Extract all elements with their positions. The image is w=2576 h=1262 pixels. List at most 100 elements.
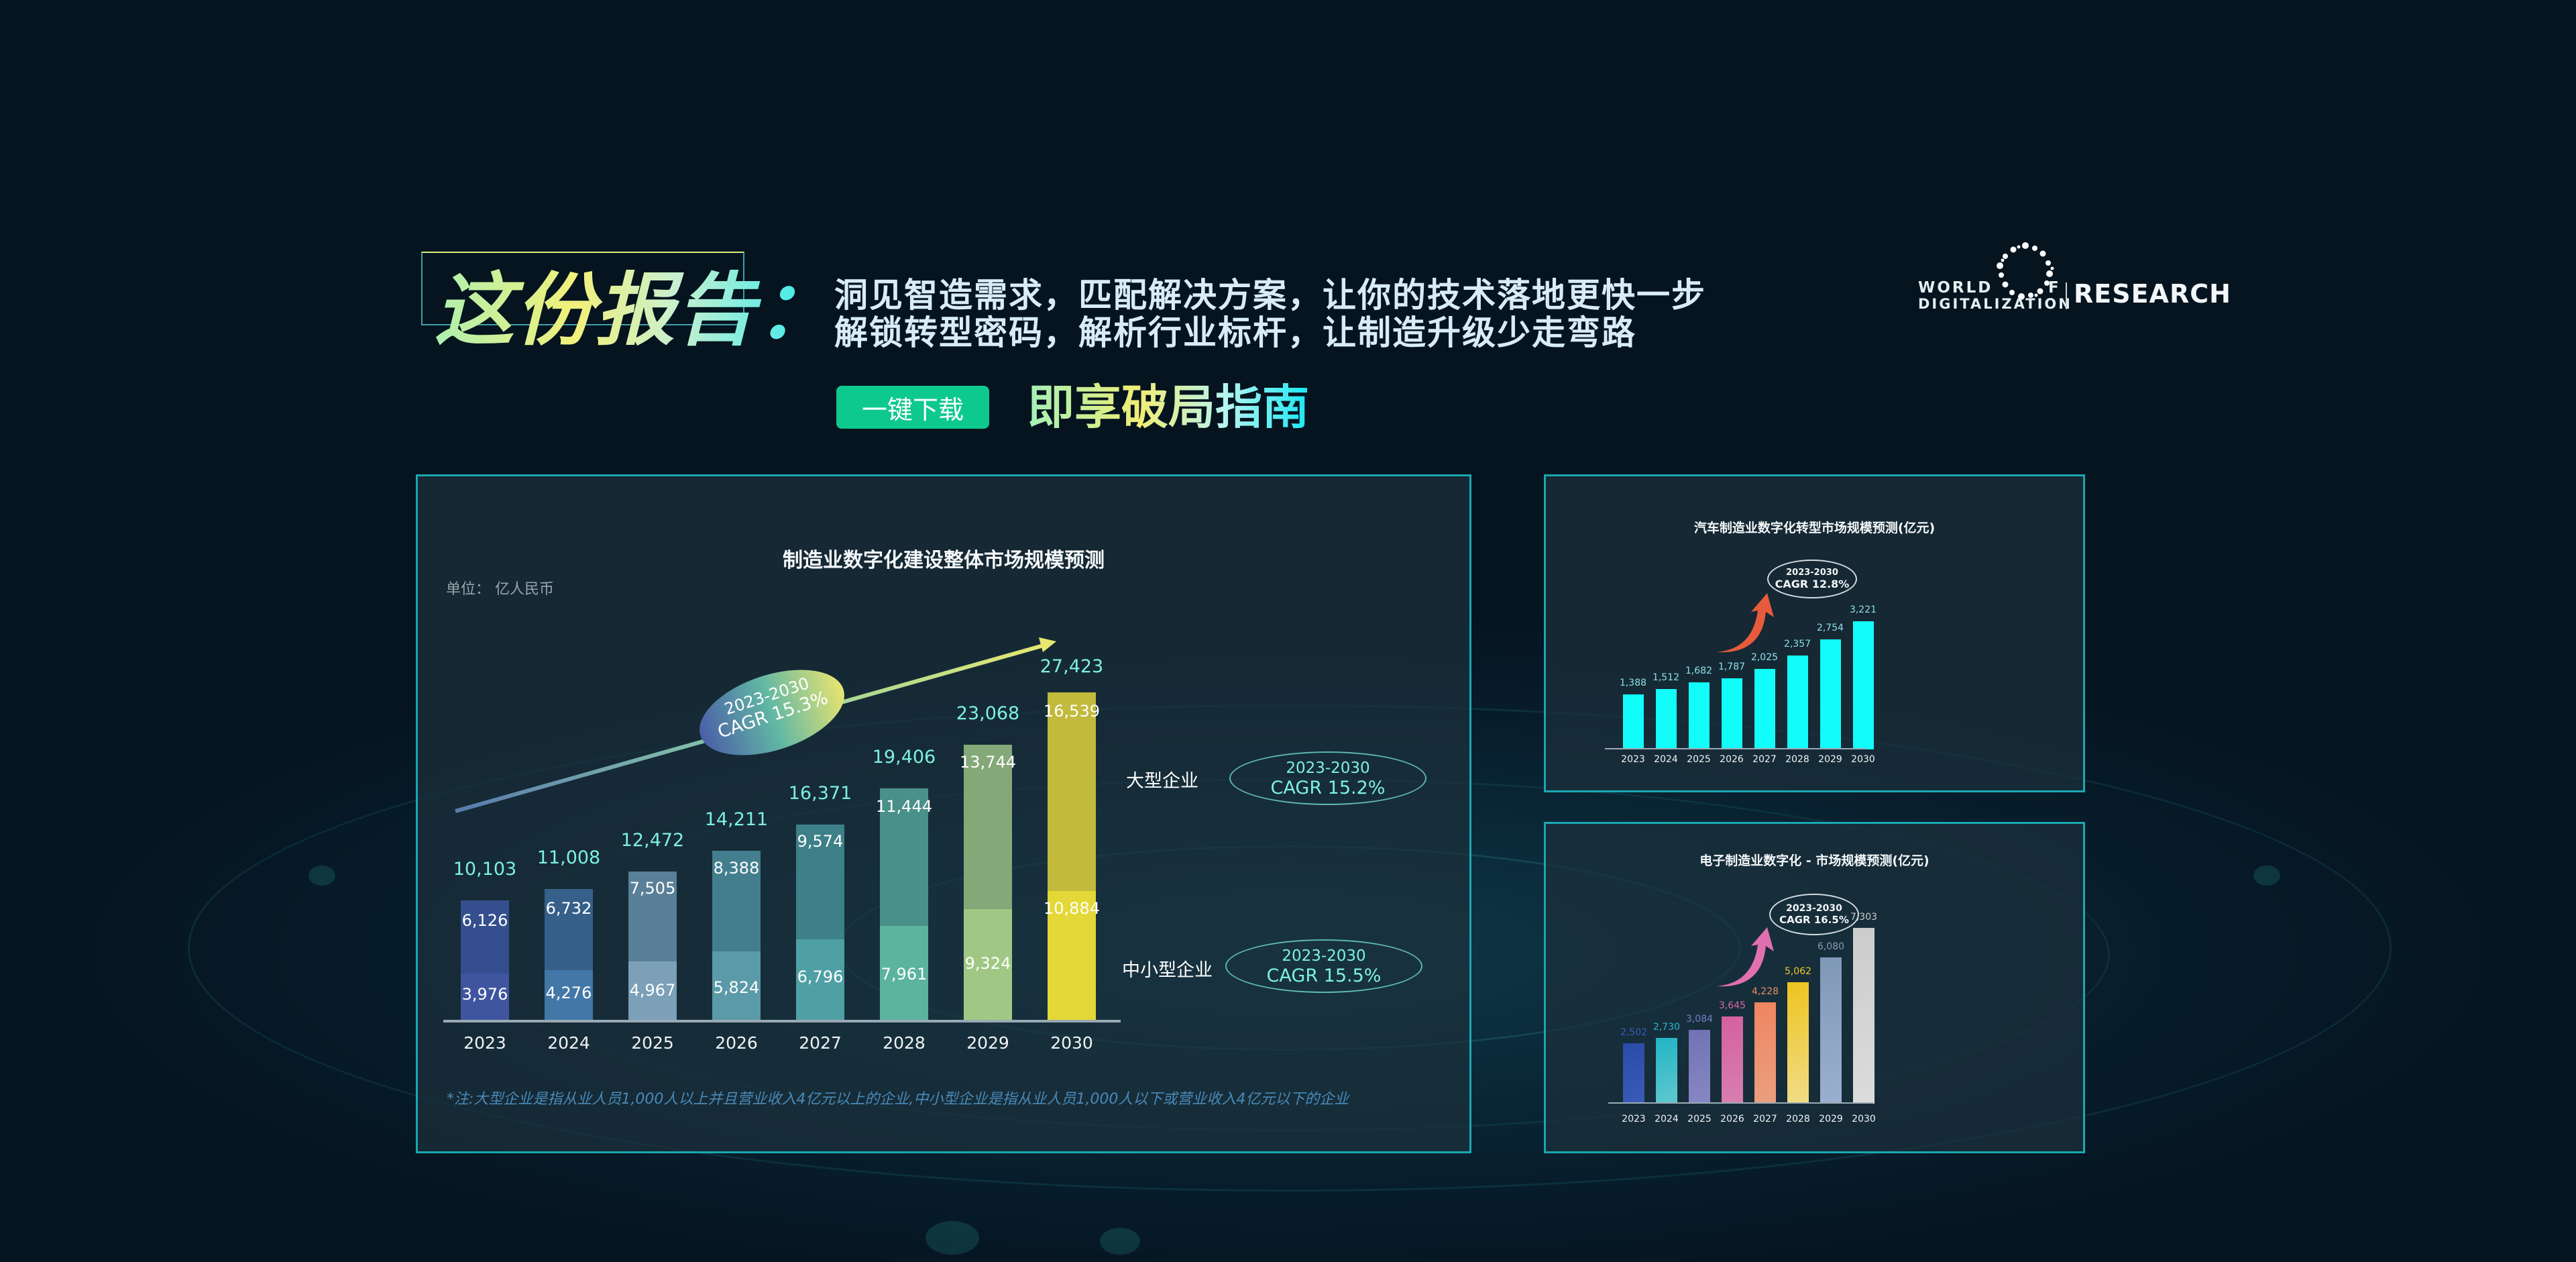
cagr-sme-years: 2023-2030 bbox=[1282, 947, 1366, 965]
auto-year-2024: 2024 bbox=[1654, 754, 1678, 765]
report-title: 这份报告： bbox=[435, 264, 838, 356]
cagr-sme-badge: 2023-2030 CAGR 15.5% bbox=[1225, 939, 1422, 993]
total-2027: 16,371 bbox=[788, 783, 852, 804]
elec-value-2028: 5,062 bbox=[1784, 966, 1812, 977]
logo-research: RESEARCH bbox=[2074, 279, 2231, 309]
main-chart-title: 制造业数字化建设整体市场规模预测 bbox=[783, 549, 1105, 572]
bar-2026 bbox=[712, 851, 761, 1021]
bar-2023 bbox=[461, 900, 509, 1021]
auto-year-2029: 2029 bbox=[1818, 754, 1842, 765]
auto-bar-2026 bbox=[1722, 678, 1742, 749]
elec-bar-2029 bbox=[1820, 957, 1842, 1104]
auto-cagr-badge: 2023-2030 CAGR 12.8% bbox=[1767, 560, 1857, 598]
legend-large-enterprise: 大型企业 bbox=[1126, 771, 1198, 792]
elec-bar-2027 bbox=[1754, 1002, 1776, 1104]
elec-value-2023: 2,502 bbox=[1620, 1027, 1648, 1038]
auto-value-2026: 1,787 bbox=[1718, 662, 1746, 672]
auto-year-2027: 2027 bbox=[1752, 754, 1777, 765]
elec-value-2024: 2,730 bbox=[1653, 1022, 1681, 1033]
dotted-circle-icon bbox=[1997, 242, 2054, 300]
auto-x-axis bbox=[1605, 748, 1866, 749]
auto-cagr-years: 2023-2030 bbox=[1786, 568, 1838, 578]
elec-value-2030: 7,303 bbox=[1850, 912, 1878, 923]
year-2024: 2024 bbox=[547, 1033, 590, 1053]
auto-bar-2030 bbox=[1853, 621, 1874, 749]
large-2023: 6,126 bbox=[461, 911, 508, 930]
sme-2030: 10,884 bbox=[1044, 899, 1100, 918]
seg-large bbox=[712, 851, 761, 951]
elec-year-2024: 2024 bbox=[1655, 1114, 1679, 1124]
year-2025: 2025 bbox=[631, 1033, 674, 1053]
total-2023: 10,103 bbox=[453, 859, 517, 880]
seg-large bbox=[964, 745, 1012, 909]
world-of-digitalization-logo: WORLD F DIGITALIZATION RESEARCH bbox=[1918, 240, 2231, 314]
elec-year-2030: 2030 bbox=[1852, 1114, 1876, 1124]
background-dot bbox=[1100, 1228, 1140, 1255]
logo-of-letter: F bbox=[2048, 279, 2061, 297]
auto-value-2029: 2,754 bbox=[1816, 623, 1844, 633]
auto-value-2023: 1,388 bbox=[1619, 678, 1647, 688]
title-frame bbox=[421, 252, 744, 325]
auto-bar-2028 bbox=[1787, 655, 1808, 749]
auto-value-2030: 3,221 bbox=[1849, 604, 1877, 615]
subtitle-line-1: 洞见智造需求，匹配解决方案，让你的技术落地更快一步 bbox=[834, 276, 1706, 315]
elec-year-2028: 2028 bbox=[1786, 1114, 1810, 1124]
elec-year-2026: 2026 bbox=[1720, 1114, 1744, 1124]
large-2024: 6,732 bbox=[545, 899, 592, 918]
sme-2029: 9,324 bbox=[964, 954, 1011, 973]
sme-2025: 4,967 bbox=[629, 981, 676, 1000]
auto-year-2030: 2030 bbox=[1851, 754, 1875, 765]
year-2030: 2030 bbox=[1050, 1033, 1093, 1053]
year-2029: 2029 bbox=[966, 1033, 1009, 1053]
seg-sme bbox=[712, 951, 761, 1021]
elec-bar-2026 bbox=[1722, 1016, 1743, 1104]
elec-value-2025: 3,084 bbox=[1685, 1014, 1714, 1024]
auto-value-2025: 1,682 bbox=[1685, 666, 1713, 676]
year-2028: 2028 bbox=[883, 1033, 926, 1053]
large-2030: 16,539 bbox=[1044, 702, 1100, 721]
auto-bar-2023 bbox=[1623, 694, 1644, 749]
large-2027: 9,574 bbox=[797, 832, 844, 851]
seg-sme bbox=[628, 961, 677, 1021]
download-button[interactable]: 一键下载 bbox=[836, 386, 989, 429]
auto-year-2026: 2026 bbox=[1720, 754, 1744, 765]
elec-year-2023: 2023 bbox=[1622, 1114, 1646, 1124]
year-2023: 2023 bbox=[463, 1033, 506, 1053]
electronics-chart-title: 电子制造业数字化 - 市场规模预测(亿元) bbox=[1699, 853, 1929, 868]
bar-2024 bbox=[545, 889, 593, 1021]
year-2026: 2026 bbox=[715, 1033, 758, 1053]
bar-2030 bbox=[1048, 692, 1096, 1021]
main-chart-panel: 制造业数字化建设整体市场规模预测 单位： 亿人民币 2023-2030 CAGR… bbox=[416, 474, 1471, 1153]
seg-large bbox=[628, 872, 677, 961]
total-2024: 11,008 bbox=[537, 847, 601, 868]
x-axis bbox=[443, 1020, 1121, 1022]
electronics-cagr-badge: 2023-2030 CAGR 16.5% bbox=[1769, 894, 1859, 935]
sme-2023: 3,976 bbox=[461, 985, 508, 1004]
subtitle-line-2: 解锁转型密码，解析行业标杆，让制造升级少走弯路 bbox=[834, 313, 1636, 352]
electronics-chart-panel: 电子制造业数字化 - 市场规模预测(亿元) 2023-2030 CAGR 16.… bbox=[1544, 822, 2085, 1153]
sme-2024: 4,276 bbox=[545, 984, 592, 1002]
year-2027: 2027 bbox=[799, 1033, 842, 1053]
red-up-arrow-icon bbox=[1716, 593, 1774, 653]
total-2029: 23,068 bbox=[956, 703, 1020, 724]
seg-sme bbox=[796, 939, 844, 1021]
seg-sme bbox=[461, 974, 509, 1021]
elec-value-2027: 4,228 bbox=[1751, 986, 1779, 997]
auto-bar-2025 bbox=[1689, 682, 1710, 749]
logo-divider bbox=[2066, 282, 2067, 309]
auto-value-2028: 2,357 bbox=[1783, 639, 1811, 649]
seg-large bbox=[1048, 692, 1096, 891]
seg-sme bbox=[1048, 891, 1096, 1021]
legend-sme: 中小型企业 bbox=[1122, 960, 1213, 981]
cagr-large-years: 2023-2030 bbox=[1286, 759, 1370, 777]
seg-sme bbox=[880, 926, 928, 1021]
footnote: *注:大型企业是指从业人员1,000人以上并且营业收入4亿元以上的企业,中小型企… bbox=[447, 1091, 1349, 1108]
elec-year-2029: 2029 bbox=[1819, 1114, 1843, 1124]
large-2029: 13,744 bbox=[960, 753, 1016, 772]
elec-bar-2024 bbox=[1656, 1038, 1677, 1104]
pink-up-arrow-icon bbox=[1716, 927, 1774, 987]
logo-digitalization: DIGITALIZATION bbox=[1918, 296, 2072, 312]
elec-year-2027: 2027 bbox=[1753, 1114, 1777, 1124]
cagr-large-value: CAGR 15.2% bbox=[1270, 778, 1386, 798]
total-2028: 19,406 bbox=[872, 747, 936, 768]
